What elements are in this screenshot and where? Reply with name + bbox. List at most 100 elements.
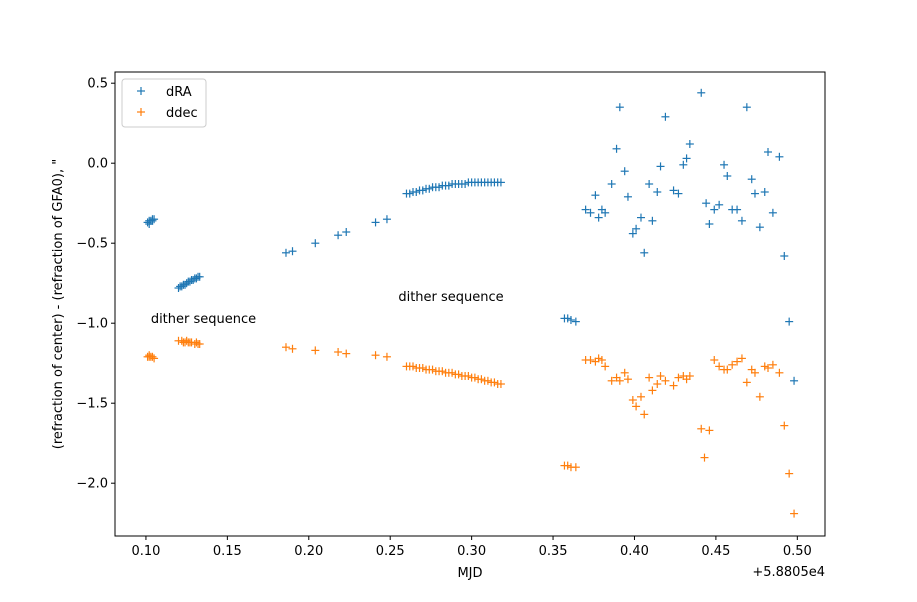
data-point-ddec bbox=[728, 360, 737, 369]
data-point-dra bbox=[601, 208, 610, 217]
data-point-ddec bbox=[697, 424, 706, 433]
data-point-ddec bbox=[775, 368, 784, 377]
data-point-ddec bbox=[768, 360, 777, 369]
x-axis-label: MJD bbox=[457, 566, 482, 581]
legend-marker-dra bbox=[137, 87, 145, 95]
y-tick-label: −1.0 bbox=[76, 317, 108, 332]
data-point-ddec bbox=[150, 354, 159, 363]
data-point-dra bbox=[371, 218, 380, 227]
x-tick-label: 0.45 bbox=[701, 544, 730, 559]
y-tick-label: −1.5 bbox=[76, 397, 108, 412]
data-point-dra bbox=[653, 188, 662, 196]
data-point-dra bbox=[780, 252, 789, 260]
data-point-dra bbox=[742, 103, 751, 112]
data-point-dra bbox=[640, 248, 649, 257]
data-point-ddec bbox=[785, 469, 794, 478]
data-point-ddec bbox=[597, 356, 606, 364]
y-tick-label: 0.5 bbox=[87, 77, 108, 92]
data-point-dra bbox=[150, 215, 159, 224]
data-point-ddec bbox=[382, 352, 391, 361]
data-point-ddec bbox=[195, 340, 204, 348]
data-point-dra bbox=[697, 88, 706, 97]
data-point-dra bbox=[566, 316, 575, 324]
y-axis-label: (refraction of center) - (refraction of … bbox=[51, 159, 66, 449]
legend-label-ddec: ddec bbox=[166, 106, 198, 121]
series-ddec bbox=[143, 336, 799, 518]
data-point-dra bbox=[334, 231, 343, 240]
data-point-ddec bbox=[571, 463, 580, 472]
data-point-ddec bbox=[723, 365, 732, 374]
data-point-ddec bbox=[790, 509, 799, 518]
data-point-ddec bbox=[615, 376, 624, 385]
data-point-dra bbox=[648, 216, 657, 225]
data-point-dra bbox=[620, 167, 629, 176]
data-point-ddec bbox=[371, 351, 380, 360]
legend-marker-plus bbox=[137, 108, 145, 116]
data-point-ddec bbox=[601, 362, 610, 371]
x-tick-label: 0.50 bbox=[783, 544, 812, 559]
data-point-ddec bbox=[640, 410, 649, 419]
data-point-ddec bbox=[645, 373, 654, 382]
data-point-dra bbox=[594, 213, 603, 222]
data-point-ddec bbox=[710, 356, 719, 364]
data-point-ddec bbox=[705, 426, 714, 435]
x-axis-offset-label: +5.8805e4 bbox=[752, 565, 825, 580]
data-point-ddec bbox=[648, 386, 657, 395]
data-point-dra bbox=[705, 220, 714, 228]
data-point-dra bbox=[685, 140, 694, 148]
data-point-ddec bbox=[623, 375, 632, 384]
data-point-dra bbox=[636, 213, 645, 222]
legend-marker-plus bbox=[137, 87, 145, 95]
data-point-dra bbox=[755, 223, 764, 232]
data-point-ddec bbox=[342, 349, 351, 358]
data-point-ddec bbox=[281, 343, 290, 352]
data-point-ddec bbox=[636, 392, 645, 401]
data-point-dra bbox=[645, 180, 654, 188]
data-point-ddec bbox=[674, 373, 683, 382]
annotation-dither-sequence-2: dither sequence bbox=[398, 290, 503, 305]
data-point-ddec bbox=[764, 364, 773, 372]
x-tick-label: 0.35 bbox=[539, 544, 568, 559]
data-point-dra bbox=[720, 160, 729, 169]
data-point-ddec bbox=[620, 368, 629, 377]
data-point-dra bbox=[710, 205, 719, 214]
data-point-dra bbox=[382, 215, 391, 224]
data-point-dra bbox=[591, 191, 600, 200]
data-point-ddec bbox=[733, 357, 742, 366]
data-point-dra bbox=[607, 180, 616, 188]
legend: dRA ddec bbox=[121, 78, 207, 128]
x-tick-label: 0.15 bbox=[213, 544, 242, 559]
data-point-dra bbox=[715, 200, 724, 209]
y-tick-label: −0.5 bbox=[76, 237, 108, 252]
series-dra bbox=[143, 88, 799, 385]
data-point-dra bbox=[723, 172, 732, 180]
data-point-ddec bbox=[288, 344, 297, 353]
data-point-dra bbox=[775, 152, 784, 161]
data-point-ddec bbox=[685, 372, 694, 380]
data-point-ddec bbox=[311, 346, 320, 355]
data-point-ddec bbox=[780, 421, 789, 430]
legend-marker-ddec bbox=[137, 108, 145, 116]
data-point-dra bbox=[737, 216, 746, 225]
data-point-dra bbox=[288, 247, 297, 256]
data-point-ddec bbox=[586, 356, 595, 364]
data-point-ddec bbox=[628, 396, 637, 404]
data-point-ddec bbox=[653, 380, 662, 388]
data-point-dra bbox=[790, 376, 799, 385]
data-point-ddec bbox=[700, 453, 709, 462]
data-point-ddec bbox=[715, 362, 724, 371]
data-point-dra bbox=[679, 160, 688, 169]
data-point-dra bbox=[623, 192, 632, 201]
data-point-ddec bbox=[607, 376, 616, 385]
data-point-dra bbox=[612, 144, 621, 153]
data-point-dra bbox=[702, 199, 711, 208]
plot-marks bbox=[143, 88, 799, 518]
legend-label-dra: dRA bbox=[166, 85, 192, 100]
data-point-dra bbox=[656, 162, 665, 171]
data-point-ddec bbox=[742, 378, 751, 387]
data-point-dra bbox=[733, 205, 742, 214]
data-point-dra bbox=[750, 189, 759, 198]
data-point-dra bbox=[571, 317, 580, 326]
data-point-ddec bbox=[145, 352, 154, 361]
